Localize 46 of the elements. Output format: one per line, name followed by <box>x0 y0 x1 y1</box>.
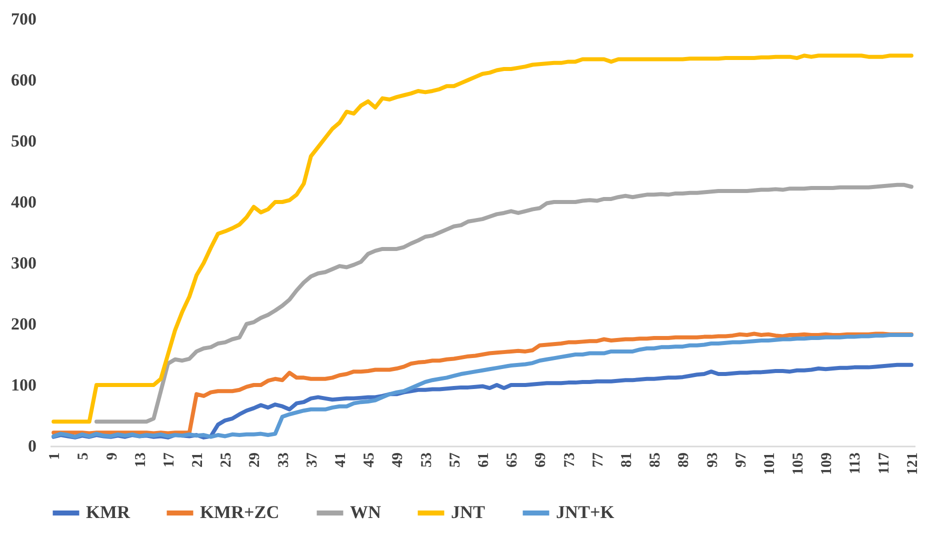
x-tick-label: 109 <box>819 452 836 475</box>
x-tick-label: 69 <box>533 452 550 468</box>
x-tick-label: 41 <box>333 452 350 468</box>
x-tick-label: 89 <box>676 452 692 468</box>
x-tick-label: 117 <box>876 452 892 474</box>
line-series <box>52 54 914 424</box>
x-tick-label: 17 <box>161 452 178 468</box>
y-tick-label: 700 <box>11 10 36 28</box>
x-tick-label: 1 <box>47 452 64 460</box>
legend-label: JNT <box>451 502 486 522</box>
x-tick-label: 25 <box>218 452 235 468</box>
x-tick-label: 53 <box>418 452 435 468</box>
x-tick-label: 77 <box>590 452 606 468</box>
y-tick-label: 0 <box>28 436 36 456</box>
y-tick-label: 100 <box>11 376 36 394</box>
x-tick-label: 29 <box>247 452 264 468</box>
x-tick-label: 33 <box>276 452 292 468</box>
y-tick-label: 500 <box>11 132 36 150</box>
x-tick-label: 113 <box>848 452 864 474</box>
x-tick-label: 37 <box>304 452 320 468</box>
x-tick-label: 61 <box>476 452 492 468</box>
line-series <box>94 182 914 424</box>
x-tick-label: 9 <box>104 452 120 460</box>
x-tick-label: 21 <box>190 452 206 468</box>
x-tick-label: 93 <box>704 452 721 468</box>
legend-label: JNT+K <box>556 502 614 522</box>
x-tick-label: 45 <box>362 452 378 468</box>
x-tick-label: 101 <box>762 452 778 475</box>
legend-label: KMR+ZC <box>200 502 280 522</box>
x-tick-label: 105 <box>790 452 807 475</box>
x-tick-label: 49 <box>390 452 406 468</box>
x-tick-label: 65 <box>504 452 521 468</box>
x-tick-label: 81 <box>618 452 635 468</box>
x-tick-label: 121 <box>904 452 921 475</box>
y-tick-label: 400 <box>11 192 36 212</box>
y-tick-label: 200 <box>11 314 36 334</box>
x-tick-label: 57 <box>447 452 464 468</box>
x-tick-label: 85 <box>648 452 664 468</box>
x-tick-label: 73 <box>562 452 578 468</box>
legend-label: WN <box>350 502 381 522</box>
legend-label: KMR <box>86 502 131 522</box>
x-tick-label: 97 <box>733 452 750 468</box>
y-tick-label: 300 <box>11 254 36 272</box>
y-tick-label: 600 <box>11 70 36 90</box>
x-tick-label: 5 <box>76 452 92 460</box>
x-tick-label: 13 <box>132 452 149 468</box>
